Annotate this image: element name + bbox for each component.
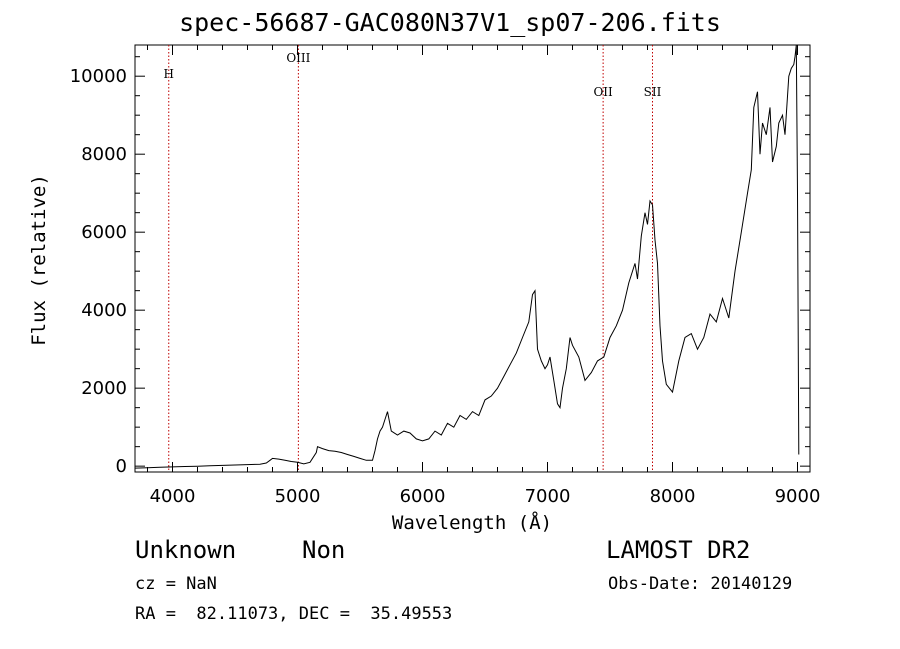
emission-line-label: OIII <box>286 51 310 65</box>
object-class-label: Unknown <box>135 536 237 564</box>
y-tick-label: 4000 <box>81 300 127 321</box>
emission-line-label: H <box>164 67 174 81</box>
spectrum-series-line <box>134 44 800 469</box>
y-axis-label: Flux (relative) <box>28 174 50 346</box>
x-tick-label: 7000 <box>525 486 571 507</box>
chart-title: spec-56687-GAC080N37V1_sp07-206.fits <box>179 8 721 37</box>
x-axis-label: Wavelength (Å) <box>392 511 552 534</box>
plot-frame <box>134 44 811 473</box>
coordinates-label: RA = 82.11073, DEC = 35.49553 <box>135 604 453 624</box>
redshift-label: cz = NaN <box>135 574 217 594</box>
x-tick-label: 9000 <box>775 486 821 507</box>
x-tick-label: 5000 <box>275 486 321 507</box>
y-tick-label: 2000 <box>81 378 127 399</box>
x-tick-label: 8000 <box>650 486 696 507</box>
survey-label: LAMOST DR2 <box>606 536 751 564</box>
y-axis-ticks: 0 2000 4000 6000 8000 10000 <box>70 56 810 477</box>
emission-line-label: OII <box>593 85 613 99</box>
y-tick-label: 10000 <box>70 66 127 87</box>
emission-line-markers: H OIII OII SII <box>164 45 662 472</box>
y-tick-label: 6000 <box>81 222 127 243</box>
y-tick-label: 0 <box>116 456 127 477</box>
x-tick-label: 6000 <box>400 486 446 507</box>
object-subclass-label: Non <box>302 536 346 564</box>
obs-date-label: Obs-Date: 20140129 <box>608 574 793 594</box>
x-tick-label: 4000 <box>150 486 196 507</box>
x-axis-ticks: 4000 5000 6000 7000 8000 9000 <box>147 45 821 507</box>
y-tick-label: 8000 <box>81 144 127 165</box>
emission-line-label: SII <box>644 85 662 99</box>
